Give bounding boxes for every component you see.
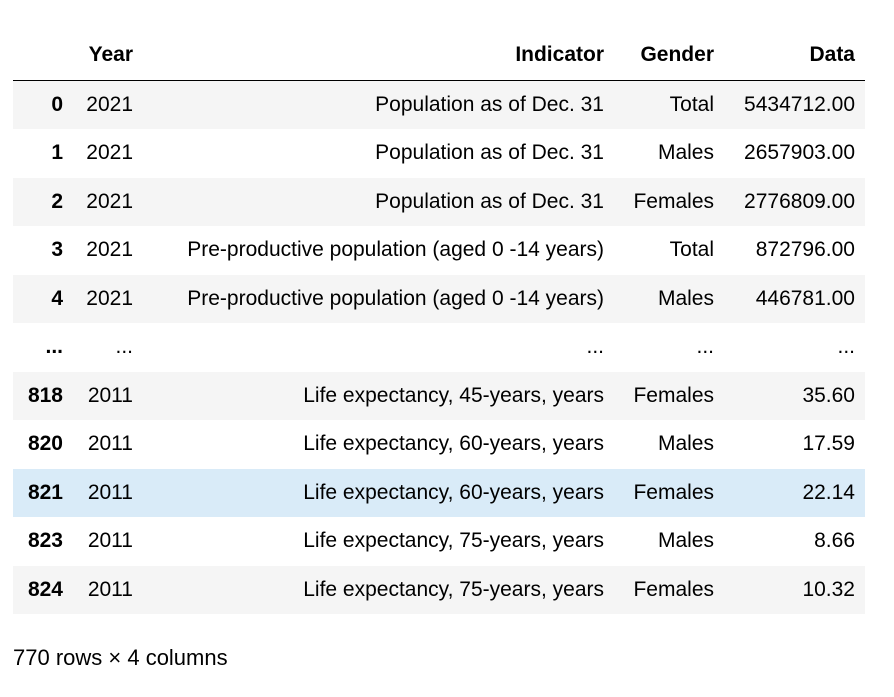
cell-data: 8.66 — [814, 529, 855, 553]
column-header-year: Year — [73, 30, 143, 81]
cell-indicator: Population as of Dec. 31 — [375, 93, 604, 116]
ellipsis-row: ... ... ... ... ... — [13, 323, 865, 372]
column-header-gender: Gender — [614, 30, 724, 81]
row-index: 1 — [51, 141, 63, 165]
cell-indicator: Pre-productive population (aged 0 -14 ye… — [187, 238, 604, 262]
table-row: 3 2021 Pre-productive population (aged 0… — [13, 226, 865, 275]
cell-year: 2011 — [87, 529, 133, 553]
cell-indicator: Life expectancy, 60-years, years — [303, 432, 604, 456]
column-header-data: Data — [724, 30, 865, 81]
table-row: 823 2011 Life expectancy, 75-years, year… — [13, 517, 865, 566]
cell-year: 2021 — [86, 189, 133, 213]
cell-gender: Males — [657, 141, 714, 165]
cell-gender: Females — [633, 189, 714, 213]
cell-data: 35.60 — [802, 383, 855, 407]
cell-gender: Total — [669, 238, 714, 262]
cell-year: 2021 — [86, 286, 133, 310]
row-index: 820 — [27, 432, 63, 456]
table-header: Year Indicator Gender Data — [13, 30, 865, 81]
column-header-indicator: Indicator — [143, 30, 614, 81]
cell-year: 2021 — [86, 238, 133, 262]
table-row: 818 2011 Life expectancy, 45-years, year… — [13, 371, 865, 420]
table-row: 820 2011 Life expectancy, 60-years, year… — [13, 420, 865, 469]
shape-caption: 770 rows × 4 columns — [13, 645, 228, 670]
cell-year: ... — [115, 335, 133, 359]
row-index: 0 — [51, 93, 63, 116]
table-row: 824 2011 Life expectancy, 75-years, year… — [13, 565, 865, 614]
cell-gender: Females — [633, 480, 714, 504]
row-index: 818 — [27, 383, 63, 407]
cell-indicator: Life expectancy, 60-years, years — [303, 480, 604, 504]
table-body: 0 2021 Population as of Dec. 31 Total 54… — [13, 80, 865, 614]
table-row-hovered: 821 2011 Life expectancy, 60-years, year… — [13, 468, 865, 517]
cell-gender: Males — [657, 286, 714, 310]
cell-year: 2011 — [87, 432, 133, 456]
dataframe-output: Year Indicator Gender Data 0 2021 Popula… — [13, 30, 865, 614]
cell-gender: Females — [633, 577, 714, 601]
cell-year: 2021 — [86, 93, 133, 116]
cell-data: 5434712.00 — [744, 93, 855, 116]
cell-year: 2011 — [87, 480, 133, 504]
dataframe-table: Year Indicator Gender Data 0 2021 Popula… — [13, 30, 865, 614]
cell-indicator: Population as of Dec. 31 — [375, 189, 604, 213]
cell-data: 2776809.00 — [744, 189, 855, 213]
row-index: 823 — [27, 529, 63, 553]
index-header — [13, 30, 73, 81]
cell-data: 2657903.00 — [744, 141, 855, 165]
table-row: 0 2021 Population as of Dec. 31 Total 54… — [13, 80, 865, 129]
cell-year: 2011 — [87, 383, 133, 407]
row-index: ... — [45, 335, 63, 359]
cell-data: 10.32 — [802, 577, 855, 601]
row-index: 3 — [51, 238, 63, 262]
cell-data: 446781.00 — [755, 286, 855, 310]
cell-data: 872796.00 — [755, 238, 855, 262]
cell-year: 2011 — [87, 577, 133, 601]
cell-gender: Total — [669, 93, 714, 116]
cell-gender: Males — [657, 529, 714, 553]
cell-indicator: Life expectancy, 45-years, years — [303, 383, 604, 407]
cell-indicator: Life expectancy, 75-years, years — [303, 577, 604, 601]
cell-data: ... — [837, 335, 855, 359]
row-index: 2 — [51, 189, 63, 213]
cell-indicator: Life expectancy, 75-years, years — [303, 529, 604, 553]
table-row: 1 2021 Population as of Dec. 31 Males 26… — [13, 129, 865, 178]
cell-data: 22.14 — [802, 480, 855, 504]
cell-indicator: Pre-productive population (aged 0 -14 ye… — [187, 286, 604, 310]
row-index: 821 — [27, 480, 63, 504]
row-index: 4 — [51, 286, 63, 310]
cell-gender: Males — [657, 432, 714, 456]
table-row: 4 2021 Pre-productive population (aged 0… — [13, 274, 865, 323]
cell-gender: ... — [696, 335, 714, 359]
cell-year: 2021 — [86, 141, 133, 165]
header-row: Year Indicator Gender Data — [13, 30, 865, 81]
cell-indicator: Population as of Dec. 31 — [375, 141, 604, 165]
row-index: 824 — [27, 577, 63, 601]
cell-data: 17.59 — [802, 432, 855, 456]
table-row: 2 2021 Population as of Dec. 31 Females … — [13, 177, 865, 226]
cell-gender: Females — [633, 383, 714, 407]
cell-indicator: ... — [586, 335, 604, 359]
